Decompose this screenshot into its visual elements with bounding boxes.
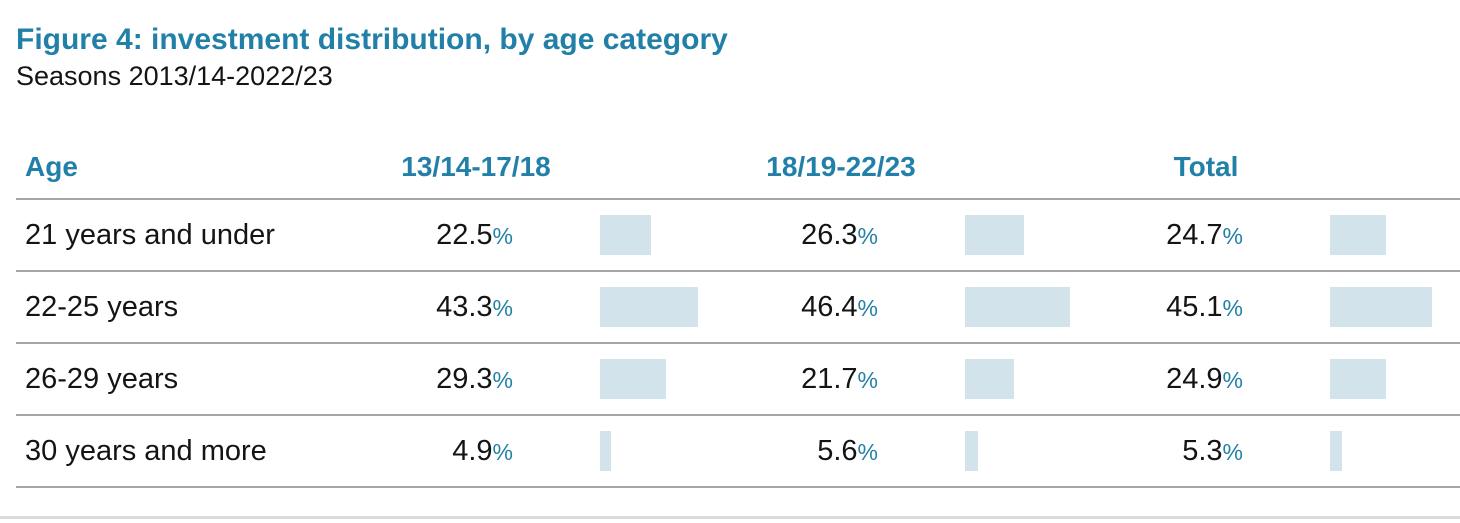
percent-value: 26.3 xyxy=(801,218,858,251)
column-header-total: Total xyxy=(1173,151,1239,182)
value-cell: 29.3% xyxy=(381,359,746,399)
distribution-table: Age 13/14-17/18 18/19-22/23 Total 21 yea… xyxy=(16,136,1460,488)
table-header-row: Age 13/14-17/18 18/19-22/23 Total xyxy=(16,136,1460,200)
row-label: 21 years and under xyxy=(25,218,275,251)
percent-sign: % xyxy=(492,438,513,465)
value-cell: 24.7% xyxy=(1111,215,1460,255)
value-bar xyxy=(1330,215,1386,255)
percent-value: 21.7 xyxy=(801,362,858,395)
table-row: 22-25 years 43.3% 46.4% 45.1% xyxy=(16,272,1460,344)
percent-sign: % xyxy=(857,222,878,249)
value-bar xyxy=(965,359,1014,399)
bottom-edge-divider xyxy=(0,516,1460,519)
percent-value: 5.6 xyxy=(817,434,858,467)
column-header-cell: 18/19-22/23 xyxy=(746,151,1111,183)
percent-text: 5.6% xyxy=(746,435,878,468)
column-header-age: Age xyxy=(25,151,78,182)
percent-text: 24.7% xyxy=(1111,219,1243,252)
value-bar xyxy=(600,431,611,471)
value-bar xyxy=(600,359,666,399)
value-cell: 43.3% xyxy=(381,287,746,327)
value-cell: 24.9% xyxy=(1111,359,1460,399)
percent-value: 22.5 xyxy=(436,218,493,251)
table-row: 30 years and more 4.9% 5.6% 5.3% xyxy=(16,416,1460,488)
percent-value: 4.9 xyxy=(452,434,493,467)
value-cell: 5.3% xyxy=(1111,431,1460,471)
percent-sign: % xyxy=(492,294,513,321)
value-cell: 5.6% xyxy=(746,431,1111,471)
value-cell: 21.7% xyxy=(746,359,1111,399)
value-bar xyxy=(965,287,1070,327)
value-cell: 45.1% xyxy=(1111,287,1460,327)
value-bar xyxy=(1330,287,1432,327)
percent-sign: % xyxy=(857,366,878,393)
column-header-period-1: 13/14-17/18 xyxy=(401,151,551,182)
value-bar xyxy=(965,431,978,471)
row-label: 30 years and more xyxy=(25,434,267,467)
percent-text: 24.9% xyxy=(1111,363,1243,396)
percent-sign: % xyxy=(857,438,878,465)
value-cell: 4.9% xyxy=(381,431,746,471)
percent-sign: % xyxy=(857,294,878,321)
percent-sign: % xyxy=(1222,294,1243,321)
percent-text: 26.3% xyxy=(746,219,878,252)
percent-sign: % xyxy=(1222,438,1243,465)
percent-text: 43.3% xyxy=(381,291,513,324)
figure-container: Figure 4: investment distribution, by ag… xyxy=(16,23,1460,488)
table-row: 26-29 years 29.3% 21.7% 24.9% xyxy=(16,344,1460,416)
column-header-cell: 13/14-17/18 xyxy=(381,151,746,183)
value-bar xyxy=(600,215,651,255)
row-label: 26-29 years xyxy=(25,362,179,395)
percent-text: 45.1% xyxy=(1111,291,1243,324)
percent-value: 24.7 xyxy=(1166,218,1223,251)
value-bar xyxy=(600,287,698,327)
percent-value: 24.9 xyxy=(1166,362,1223,395)
value-bar xyxy=(965,215,1024,255)
percent-value: 45.1 xyxy=(1166,290,1223,323)
column-header-cell: Total xyxy=(1111,151,1460,183)
percent-sign: % xyxy=(1222,366,1243,393)
percent-text: 4.9% xyxy=(381,435,513,468)
value-cell: 46.4% xyxy=(746,287,1111,327)
value-cell: 26.3% xyxy=(746,215,1111,255)
percent-text: 22.5% xyxy=(381,219,513,252)
percent-sign: % xyxy=(492,222,513,249)
percent-text: 21.7% xyxy=(746,363,878,396)
percent-sign: % xyxy=(1222,222,1243,249)
percent-value: 43.3 xyxy=(436,290,493,323)
percent-sign: % xyxy=(492,366,513,393)
percent-value: 5.3 xyxy=(1182,434,1223,467)
percent-text: 5.3% xyxy=(1111,435,1243,468)
column-header-period-2: 18/19-22/23 xyxy=(766,151,916,182)
figure-title: Figure 4: investment distribution, by ag… xyxy=(16,23,728,56)
percent-text: 29.3% xyxy=(381,363,513,396)
value-bar xyxy=(1330,359,1386,399)
row-label: 22-25 years xyxy=(25,290,179,323)
percent-value: 29.3 xyxy=(436,362,493,395)
percent-text: 46.4% xyxy=(746,291,878,324)
value-bar xyxy=(1330,431,1342,471)
value-cell: 22.5% xyxy=(381,215,746,255)
table-row: 21 years and under 22.5% 26.3% 24.7% xyxy=(16,200,1460,272)
percent-value: 46.4 xyxy=(801,290,858,323)
figure-subtitle: Seasons 2013/14-2022/23 xyxy=(16,61,333,91)
